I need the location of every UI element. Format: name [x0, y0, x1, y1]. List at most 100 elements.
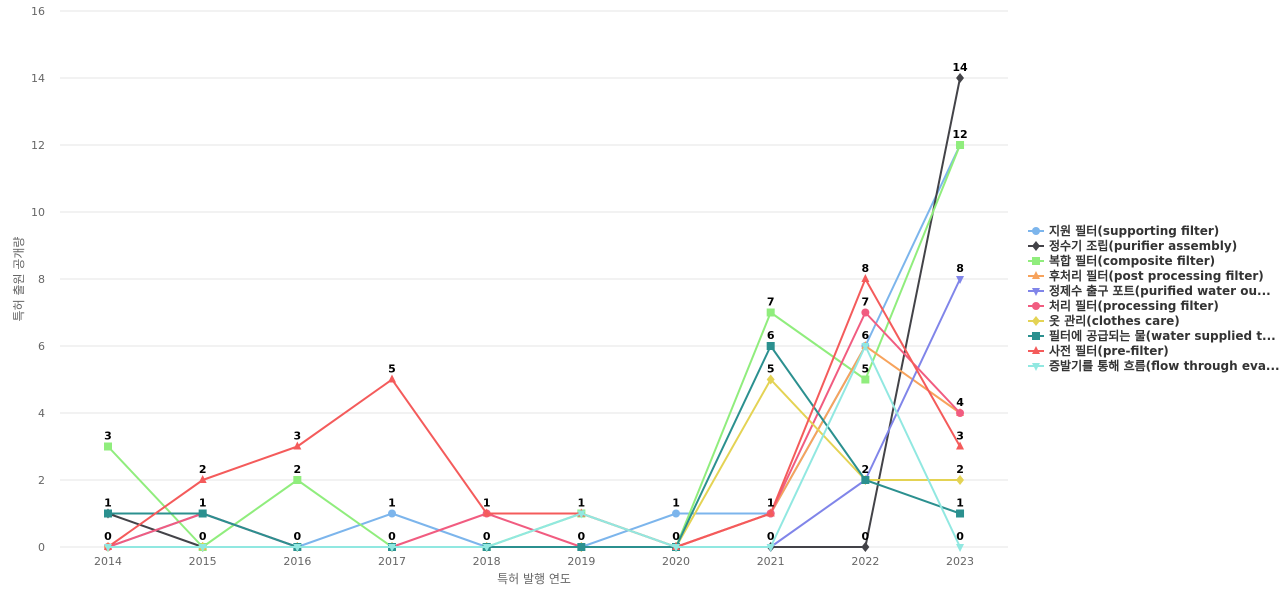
legend-item[interactable]: 후처리 필터(post processing filter) — [1028, 268, 1264, 283]
data-point[interactable] — [198, 475, 207, 483]
y-tick-label: 14 — [31, 72, 45, 85]
data-point[interactable] — [482, 544, 491, 552]
data-label: 6 — [862, 329, 870, 342]
series-line — [107, 311, 961, 548]
data-label: 2 — [294, 463, 302, 476]
legend-item[interactable]: 필터에 공급되는 물(water supplied t... — [1028, 328, 1276, 343]
data-label: 2 — [199, 463, 207, 476]
data-label: 12 — [952, 128, 967, 141]
y-tick-label: 6 — [38, 340, 45, 353]
data-point[interactable] — [104, 509, 112, 518]
data-point[interactable] — [577, 510, 586, 519]
legend-item[interactable]: 옷 관리(clothes care) — [1028, 313, 1180, 328]
legend-symbol — [1032, 241, 1040, 251]
legend-label: 옷 관리(clothes care) — [1049, 313, 1180, 328]
data-point[interactable] — [956, 141, 965, 149]
data-point[interactable] — [766, 342, 775, 350]
data-point[interactable] — [104, 442, 112, 451]
data-point[interactable] — [293, 476, 302, 484]
data-point[interactable] — [766, 308, 775, 317]
legend-item[interactable]: 지원 필터(supporting filter) — [1028, 223, 1219, 238]
legend-label: 정제수 출구 포트(purified water ou... — [1049, 283, 1271, 298]
data-label: 1 — [767, 497, 775, 510]
x-axis-title: 특허 발행 연도 — [497, 571, 571, 586]
series-6 — [104, 308, 965, 551]
data-label: 0 — [104, 530, 112, 543]
data-label: 14 — [952, 61, 968, 74]
legend-symbol — [1032, 227, 1040, 235]
data-label: 2 — [862, 463, 870, 476]
y-tick-label: 0 — [38, 541, 45, 554]
legend-item[interactable]: 정제수 출구 포트(purified water ou... — [1028, 283, 1271, 298]
data-point[interactable] — [956, 276, 965, 284]
x-tick-label: 2022 — [851, 555, 879, 568]
data-point[interactable] — [198, 544, 207, 552]
data-point[interactable] — [672, 544, 681, 552]
data-point[interactable] — [482, 508, 491, 517]
data-label: 3 — [104, 430, 112, 443]
data-point[interactable] — [861, 274, 870, 282]
legend-item[interactable]: 사전 필터(pre-filter) — [1028, 343, 1169, 358]
data-point[interactable] — [861, 375, 870, 384]
data-label: 0 — [672, 530, 680, 543]
data-point[interactable] — [388, 374, 397, 383]
data-point[interactable] — [766, 508, 775, 517]
data-label: 6 — [767, 329, 775, 342]
data-point[interactable] — [766, 544, 775, 552]
data-point[interactable] — [956, 73, 965, 83]
x-tick-label: 2018 — [473, 555, 501, 568]
x-tick-label: 2019 — [567, 555, 595, 568]
data-label: 1 — [578, 497, 586, 510]
y-axis-title: 특허 출원 공개량 — [12, 237, 26, 322]
legend-label: 후처리 필터(post processing filter) — [1049, 268, 1264, 283]
data-point[interactable] — [293, 441, 302, 450]
data-label: 7 — [767, 296, 775, 309]
x-tick-label: 2023 — [946, 555, 974, 568]
data-point[interactable] — [861, 308, 870, 317]
data-label: 5 — [767, 363, 775, 376]
y-tick-label: 10 — [31, 206, 45, 219]
data-point[interactable] — [577, 543, 586, 551]
legend-label: 지원 필터(supporting filter) — [1049, 223, 1219, 238]
data-point[interactable] — [861, 343, 870, 351]
data-point[interactable] — [198, 509, 207, 518]
data-label: 1 — [672, 497, 680, 510]
data-point[interactable] — [766, 374, 775, 385]
data-point[interactable] — [388, 509, 397, 518]
data-label: 0 — [294, 530, 302, 543]
legend-label: 필터에 공급되는 물(water supplied t... — [1049, 328, 1276, 343]
data-point[interactable] — [956, 544, 965, 552]
legend-label: 처리 필터(processing filter) — [1049, 298, 1219, 313]
data-point[interactable] — [956, 509, 965, 518]
legend-item[interactable]: 정수기 조립(purifier assembly) — [1028, 238, 1237, 253]
data-label: 4 — [956, 396, 964, 409]
legend-item[interactable]: 처리 필터(processing filter) — [1028, 298, 1219, 313]
data-point[interactable] — [104, 544, 112, 552]
y-tick-label: 2 — [38, 474, 45, 487]
legend-item[interactable]: 증발기를 통해 흐름(flow through eva... — [1028, 358, 1280, 373]
data-point[interactable] — [293, 544, 302, 552]
data-point[interactable] — [956, 409, 965, 417]
data-point[interactable] — [672, 509, 681, 518]
data-label: 1 — [483, 497, 491, 510]
data-label: 0 — [199, 530, 207, 543]
data-label: 0 — [956, 530, 964, 543]
series-layer — [104, 73, 965, 552]
data-label: 3 — [294, 430, 302, 443]
data-point[interactable] — [956, 475, 965, 485]
data-point[interactable] — [388, 544, 397, 552]
legend-item[interactable]: 복합 필터(composite filter) — [1028, 253, 1215, 268]
series-line — [108, 345, 961, 548]
data-point[interactable] — [861, 542, 870, 552]
data-label: 8 — [862, 262, 870, 275]
series-5 — [104, 276, 965, 552]
legend-symbol — [1032, 288, 1040, 296]
x-tick-label: 2021 — [757, 555, 785, 568]
data-point[interactable] — [956, 441, 965, 450]
series-line — [107, 278, 961, 548]
legend-symbol — [1032, 332, 1040, 340]
series-10 — [104, 343, 965, 552]
data-point[interactable] — [861, 476, 870, 484]
